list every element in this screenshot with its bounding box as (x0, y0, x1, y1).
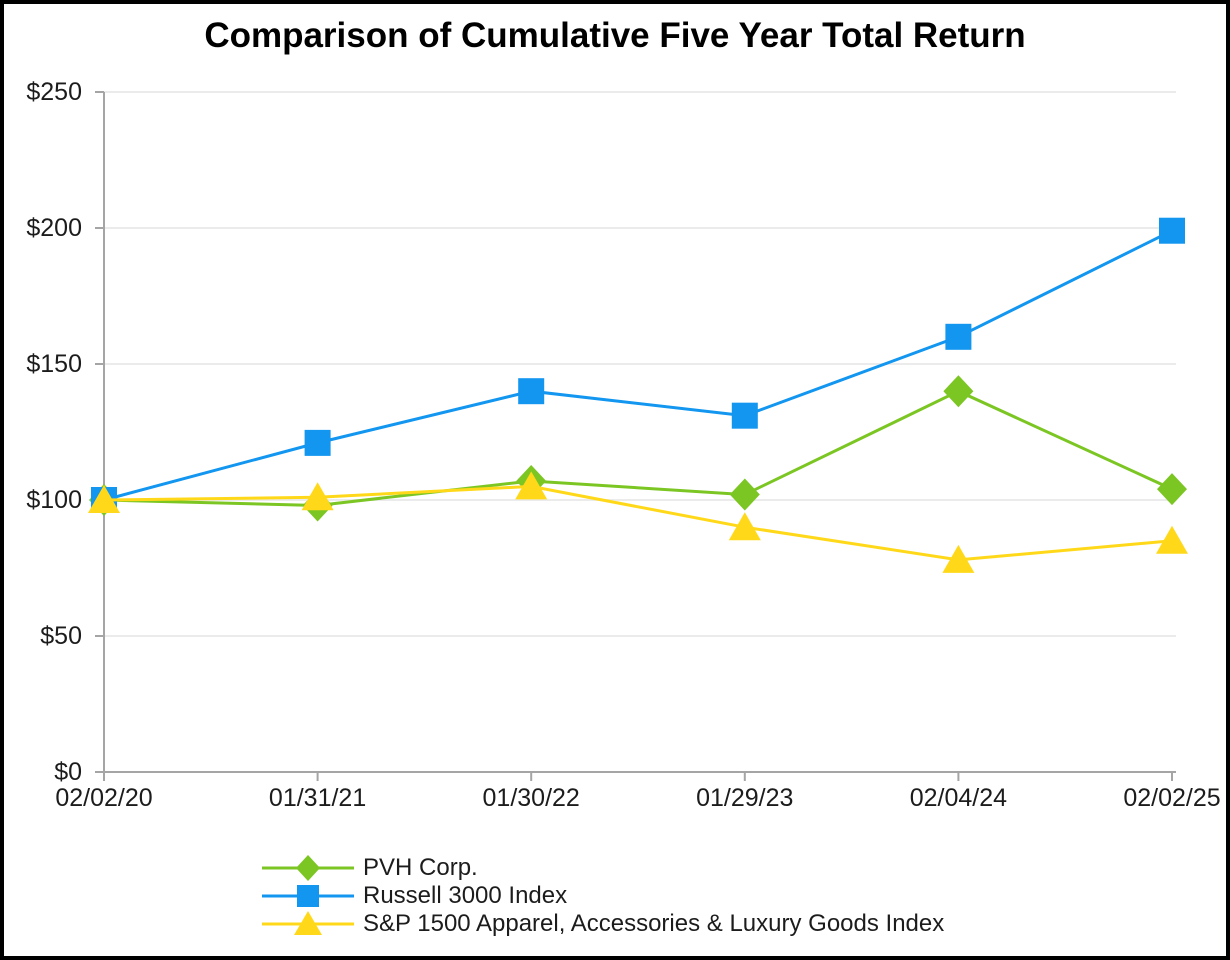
data-point-marker (515, 471, 548, 500)
y-tick-label: $150 (26, 350, 82, 378)
y-tick-label: $100 (26, 486, 82, 514)
legend-marker (294, 911, 322, 935)
x-tick-label: 01/31/21 (268, 784, 367, 812)
y-tick-label: $200 (26, 214, 82, 242)
x-tick-label: 01/30/22 (482, 784, 580, 812)
data-point-marker (518, 378, 545, 405)
data-point-marker (88, 485, 120, 513)
data-point-marker (728, 512, 761, 541)
legend-marker (296, 855, 320, 881)
legend-label: S&P 1500 Apparel, Accessories & Luxury G… (363, 910, 945, 937)
data-point-marker (729, 478, 760, 511)
legend-marker (297, 885, 319, 907)
legend-item-sp-1500-apparel: S&P 1500 Apparel, Accessories & Luxury G… (262, 910, 944, 938)
data-point-marker (943, 375, 974, 408)
x-tick-label: 02/04/24 (909, 784, 1008, 812)
legend-item-pvh-corp: PVH Corp. (262, 854, 944, 882)
series-line (103, 229, 1173, 502)
triangle-marker-icon (262, 911, 354, 935)
data-point-marker (301, 482, 334, 511)
legend-label: Russell 3000 Index (363, 882, 568, 909)
diamond-marker-icon (262, 855, 354, 881)
square-marker-icon (262, 885, 354, 907)
data-point-marker (945, 323, 972, 350)
y-tick-label: $0 (54, 758, 82, 786)
chart-plot-area (88, 91, 1188, 781)
x-tick-label: 01/29/23 (696, 784, 794, 812)
data-point-marker (731, 402, 758, 429)
x-tick-label: 02/02/20 (55, 784, 153, 812)
legend-item-russell-3000: Russell 3000 Index (262, 882, 944, 910)
legend: PVH Corp. Russell 3000 Index S&P 1500 Ap… (262, 854, 944, 938)
data-point-marker (942, 544, 975, 573)
data-point-marker (304, 429, 331, 456)
series-line (103, 389, 1173, 507)
y-tick-label: $50 (40, 622, 82, 650)
data-point-marker (1157, 473, 1187, 506)
y-tick-label: $250 (26, 78, 82, 106)
x-tick-label: 02/02/25 (1123, 784, 1221, 812)
chart-title: Comparison of Cumulative Five Year Total… (204, 16, 1026, 55)
series-line (103, 484, 1173, 562)
legend-label: PVH Corp. (363, 854, 478, 881)
data-point-marker (1159, 217, 1185, 244)
data-point-marker (1156, 525, 1188, 554)
